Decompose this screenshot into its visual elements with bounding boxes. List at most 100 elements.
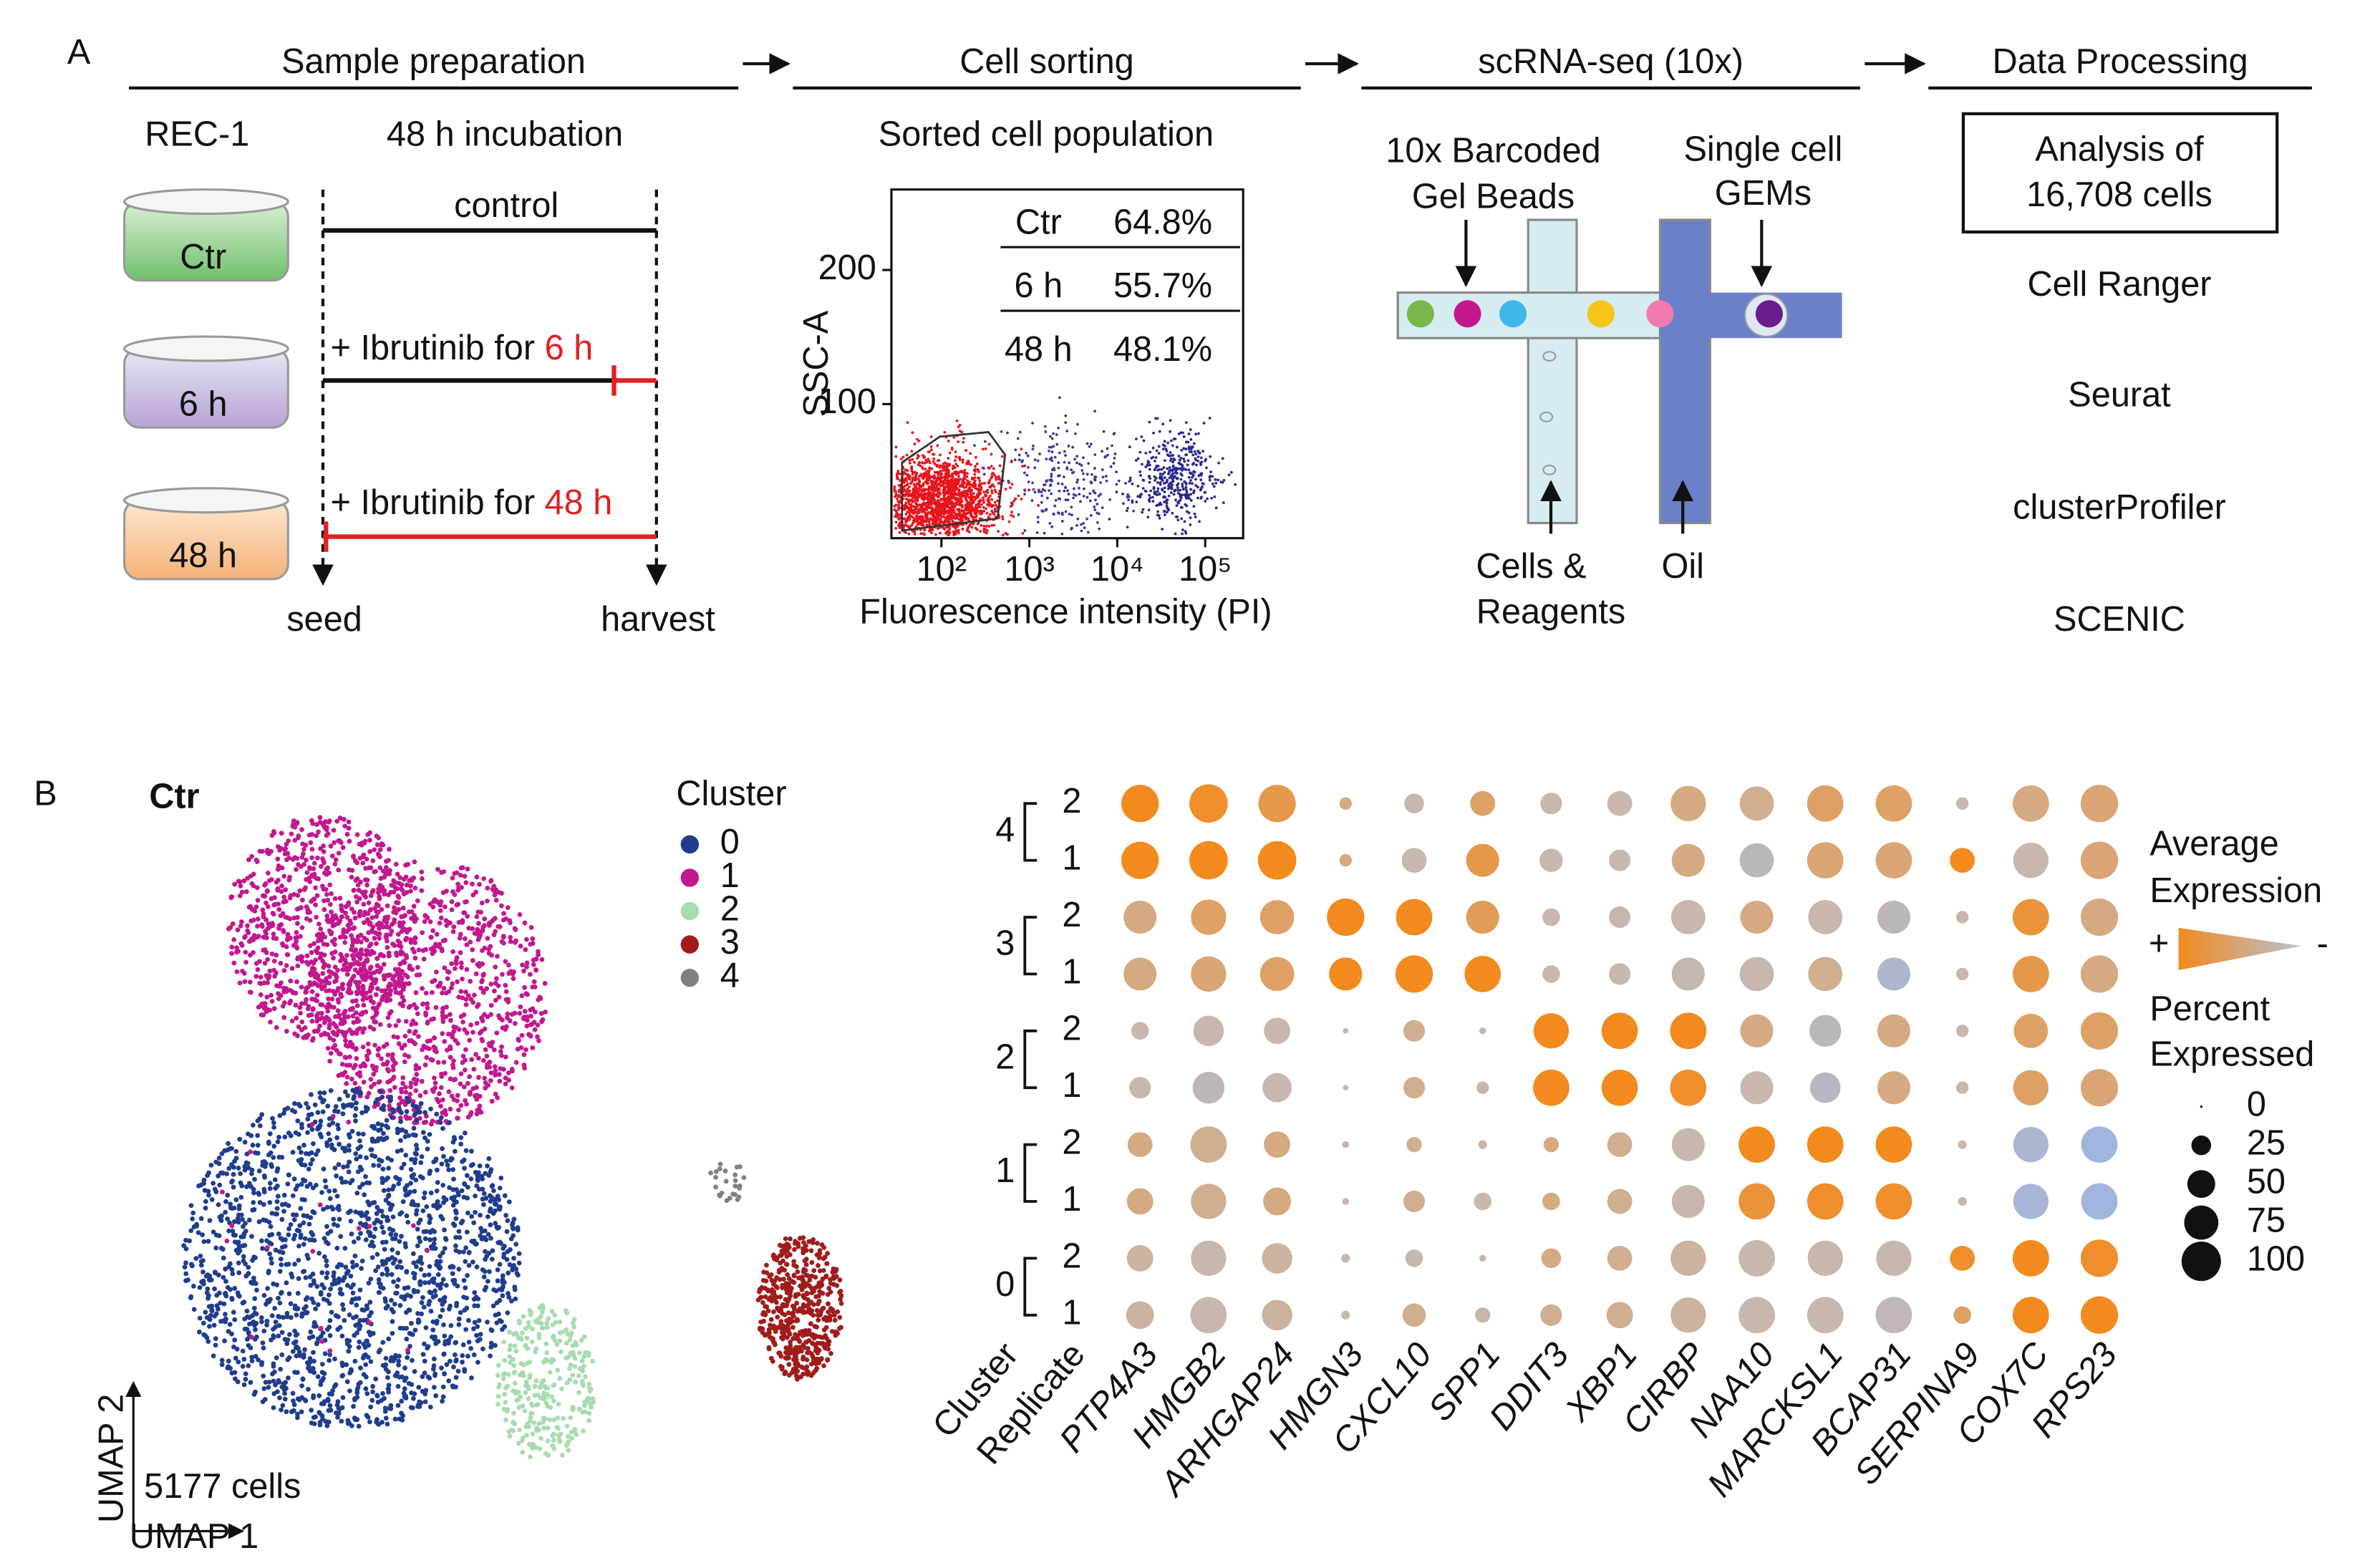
event-dot: [1141, 463, 1143, 466]
event-dot: [902, 478, 906, 482]
cell-dot: [329, 1204, 334, 1210]
cell-dot: [427, 1046, 432, 1052]
cell-dot: [329, 1142, 334, 1148]
event-dot: [930, 498, 934, 502]
cell-dot: [449, 985, 454, 991]
event-dot: [939, 493, 942, 495]
cell-dot: [364, 1180, 369, 1186]
table-cell: 6 h: [1015, 266, 1063, 305]
cell-dot: [357, 979, 362, 985]
cell-dot: [441, 1060, 447, 1065]
event-dot: [1125, 509, 1128, 513]
cell-dot: [385, 1052, 391, 1058]
cell-dot: [364, 1413, 369, 1418]
event-dot: [1189, 488, 1193, 491]
cell-dot: [274, 1355, 279, 1360]
event-dot: [908, 489, 911, 493]
cell-dot: [481, 972, 487, 977]
event-dot: [1161, 473, 1164, 476]
cell-dot: [341, 1307, 347, 1312]
cell-dot: [321, 871, 327, 876]
event-dot: [983, 440, 987, 443]
event-dot: [1050, 450, 1054, 454]
cell-dot: [183, 1260, 188, 1266]
event-dot: [932, 457, 936, 460]
cell-dot: [416, 1065, 422, 1071]
cell-dot: [495, 954, 500, 959]
event-dot: [955, 516, 959, 519]
cell-dot: [269, 896, 274, 901]
cell-dot: [322, 1031, 328, 1037]
event-dot: [938, 465, 942, 469]
bead: [1755, 300, 1783, 328]
event-dot: [1174, 532, 1177, 536]
event-dot: [993, 474, 996, 477]
event-dot: [909, 504, 913, 508]
cell-dot: [474, 914, 480, 919]
control-label: control: [454, 186, 558, 225]
cell-dot: [350, 1013, 356, 1019]
cell-dot: [373, 1020, 379, 1025]
event-dot: [937, 491, 939, 495]
cell-dot: [265, 850, 270, 855]
cell-dot: [388, 1009, 394, 1015]
cell-dot: [403, 1089, 409, 1095]
cell-dot: [363, 1237, 369, 1242]
event-dot: [1183, 520, 1186, 523]
cell-dot: [327, 1332, 333, 1338]
cell-dot: [521, 968, 526, 974]
cell-dot: [332, 972, 337, 977]
event-dot: [1040, 500, 1043, 504]
cell-dot: [368, 1076, 374, 1082]
cell-dot: [278, 960, 284, 966]
event-dot: [975, 506, 979, 510]
event-dot: [1193, 450, 1196, 453]
cell-dot: [301, 1213, 306, 1219]
event-dot: [895, 475, 899, 478]
cell-dot: [497, 1185, 503, 1191]
cell-dot: [476, 935, 482, 941]
event-dot: [1194, 484, 1198, 487]
event-dot: [1163, 476, 1166, 480]
cell-dot: [281, 968, 287, 973]
cell-dot: [482, 923, 487, 929]
cell-dot: [264, 889, 270, 894]
cell-dot: [420, 986, 425, 991]
cell-dot: [365, 1041, 371, 1047]
event-dot: [929, 531, 933, 535]
cell-dot: [398, 886, 404, 892]
cell-dot: [493, 964, 498, 970]
event-dot: [932, 521, 935, 524]
cell-dot: [349, 906, 354, 911]
event-dot: [1043, 531, 1046, 535]
cell-dot: [373, 868, 378, 874]
cell-dot: [332, 942, 337, 947]
seed: seed: [286, 600, 362, 639]
cell-dot: [339, 1061, 345, 1067]
cell-dot: [530, 1045, 536, 1050]
cell-dot: [271, 1405, 276, 1410]
event-dot: [1181, 465, 1184, 469]
event-dot: [908, 459, 911, 462]
cell-dot: [326, 1016, 332, 1022]
event-dot: [927, 506, 931, 510]
event-dot: [914, 476, 918, 480]
event-dot: [894, 514, 897, 518]
cell-dot: [427, 1216, 433, 1221]
event-dot: [906, 510, 909, 514]
event-dot: [952, 493, 956, 496]
cell-dot: [430, 951, 435, 957]
event-dot: [952, 435, 956, 439]
cell-dot: [367, 848, 373, 854]
event-dot: [1175, 477, 1179, 480]
x-axis-label: Fluorescence intensity (PI): [859, 592, 1272, 631]
cell-dot: [497, 1078, 503, 1084]
event-dot: [1196, 455, 1200, 458]
event-dot: [922, 493, 926, 496]
table-cell: 64.8%: [1113, 203, 1212, 241]
cell-dot: [372, 847, 377, 853]
event-dot: [1184, 447, 1188, 451]
cell-dot: [449, 907, 455, 913]
event-dot: [1197, 474, 1201, 478]
dish-label: Ctr: [180, 238, 226, 276]
